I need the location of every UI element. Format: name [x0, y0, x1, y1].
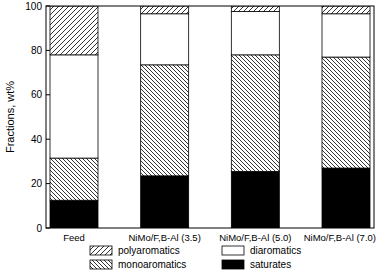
chart: 0 20 40 60 80 100 Fractions, wt% Feed NiMo/F,B-A…	[0, 0, 378, 280]
x-tick-label: NiMo/F,B-Al (7.0)	[304, 232, 376, 243]
bar-segment	[231, 6, 279, 12]
x-tick-label: NiMo/F,B-Al (5.0)	[219, 232, 291, 243]
plot-frame	[46, 6, 374, 228]
bar-segment	[322, 14, 370, 57]
y-tick	[46, 6, 50, 7]
bar-segment	[50, 6, 98, 55]
legend-label: diaromatics	[250, 245, 301, 256]
x-tick-label: Feed	[63, 232, 85, 243]
y-tick	[46, 50, 50, 51]
legend-swatch	[90, 260, 112, 269]
bar-segment	[322, 6, 370, 14]
y-tick-label: 100	[25, 1, 42, 12]
y-axis-title: Fractions, wt%	[4, 81, 16, 153]
y-tick	[46, 94, 50, 95]
y-tick-label: 20	[31, 178, 43, 189]
y-tick-label: 0	[36, 223, 42, 234]
legend-label: polyaromatics	[118, 245, 180, 256]
y-tick-label: 60	[31, 89, 43, 100]
bar-segment	[231, 55, 279, 172]
bar-segment	[141, 65, 189, 176]
bar-segment	[141, 14, 189, 65]
bar-segment	[322, 57, 370, 168]
y-tick	[46, 228, 50, 229]
bar-segment	[231, 12, 279, 55]
legend-label: monoaromatics	[118, 259, 186, 270]
bar-segment	[50, 55, 98, 158]
y-tick	[46, 139, 50, 140]
bars	[50, 6, 370, 228]
bar-segment	[141, 176, 189, 228]
x-tick	[346, 225, 347, 228]
legend-swatch	[90, 246, 112, 255]
x-tick	[164, 225, 165, 228]
y-tick-label: 80	[31, 45, 43, 56]
bar-segment	[141, 6, 189, 14]
bar-segment	[50, 158, 98, 200]
legend-swatch	[222, 260, 244, 269]
bar-segment	[231, 171, 279, 228]
x-tick-label: NiMo/F,B-Al (3.5)	[129, 232, 201, 243]
x-tick	[255, 225, 256, 228]
y-tick-label: 40	[31, 134, 43, 145]
legend-label: saturates	[250, 259, 291, 270]
y-tick	[46, 183, 50, 184]
legend-swatch	[222, 246, 244, 255]
x-tick	[74, 225, 75, 228]
bar-segment	[50, 200, 98, 228]
bar-segment	[322, 168, 370, 228]
